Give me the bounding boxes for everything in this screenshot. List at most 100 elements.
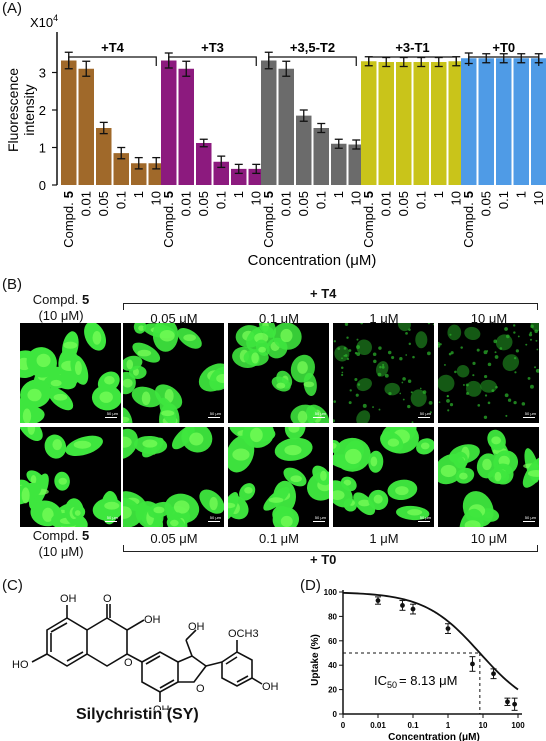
cell-highlight	[42, 507, 54, 522]
scale-bar-label: 50 μm	[106, 411, 118, 416]
data-point	[445, 626, 451, 631]
compd-label-bottom: Compd. 5 (10 μM)	[32, 528, 90, 559]
speckle	[483, 374, 488, 379]
cell-highlight	[395, 486, 409, 496]
cell-highlight	[258, 346, 267, 353]
cell-cluster	[397, 323, 411, 332]
speckle	[362, 403, 367, 408]
cell-highlight	[123, 416, 130, 423]
x-tick-label: 0.1	[113, 191, 128, 209]
speckle	[493, 339, 498, 344]
scale-bar-label: 50 μm	[209, 515, 221, 520]
speckle	[449, 403, 454, 407]
speckle	[447, 409, 450, 412]
x-tick-label: 0.05	[296, 191, 311, 216]
cell-highlight	[373, 494, 383, 504]
scale-bar	[208, 521, 220, 522]
scale-bar-label: 50 μm	[419, 411, 431, 416]
d-x-tick-label: 0	[341, 721, 346, 730]
x-tick-label: 0.05	[96, 191, 111, 216]
speckle	[494, 355, 499, 359]
d-y-tick-label: 80	[328, 612, 337, 621]
group-label: +3,5-T2	[290, 40, 335, 55]
compound-tick-label: Compd.5	[161, 191, 176, 248]
speckle	[356, 338, 359, 341]
speckle	[387, 350, 392, 355]
cell-highlight	[73, 440, 92, 449]
speckle	[515, 349, 519, 353]
cell-highlight	[21, 487, 30, 504]
row1-bracket	[123, 303, 538, 310]
bar	[78, 68, 94, 185]
speckle	[428, 400, 433, 405]
svg-text:O: O	[103, 593, 112, 605]
speckle	[346, 357, 350, 361]
cell-cluster	[356, 339, 372, 356]
cell-cluster-layer	[123, 323, 224, 423]
bar	[448, 61, 464, 185]
speckle	[373, 359, 377, 364]
d-x-axis-label: Concentration (μM)	[388, 732, 480, 741]
group-label: +T0	[492, 40, 515, 55]
data-point	[375, 598, 381, 603]
cell-highlight	[123, 436, 132, 448]
cell-highlight	[22, 408, 32, 423]
speckle	[446, 395, 450, 398]
speckle	[333, 340, 336, 343]
d-x-tick-label: 1	[446, 721, 451, 730]
scale-bar-label: 50 μm	[106, 515, 118, 520]
cell-cluster	[375, 361, 389, 377]
group-bracket	[168, 56, 257, 66]
speckle	[472, 361, 476, 365]
speckle	[360, 323, 364, 325]
cell-highlight	[36, 353, 51, 368]
speckle	[534, 366, 537, 369]
svg-text:O: O	[196, 683, 205, 695]
cell-highlight	[50, 379, 62, 387]
speckle	[401, 381, 404, 384]
cell-highlight	[123, 378, 133, 388]
speckle	[514, 371, 517, 374]
cell-highlight	[440, 464, 457, 478]
speckle	[378, 408, 381, 411]
x-tick-label: 0.01	[378, 191, 393, 216]
x-tick-label: 10	[248, 191, 263, 205]
cell-highlight	[169, 519, 179, 527]
cell-cluster-layer	[438, 323, 539, 419]
cell-highlight	[333, 442, 337, 449]
cell-highlight	[161, 410, 175, 417]
data-point	[410, 606, 416, 612]
d-y-tick-label: 40	[328, 661, 337, 670]
speckle	[354, 378, 358, 382]
svg-text:OH: OH	[144, 614, 161, 626]
bar	[431, 62, 447, 185]
cell-highlight	[250, 427, 263, 443]
cell-cluster	[530, 323, 539, 332]
bar	[361, 61, 377, 185]
micrograph-r2-c3: 50 μm	[228, 427, 329, 527]
speckle	[476, 348, 480, 352]
speckle	[411, 421, 414, 423]
compound-name: Silychristin (SY)	[76, 706, 199, 723]
panel-label-d: (D)	[300, 577, 321, 594]
d-y-tick-label: 0	[333, 710, 338, 719]
cell-highlight	[183, 334, 196, 342]
x-tick-label: 1	[513, 191, 528, 198]
group-bracket	[368, 56, 457, 66]
cell-highlight	[159, 330, 175, 342]
cell-cluster	[456, 365, 470, 378]
compd-label-top: Compd. 5 (10 μM)	[32, 292, 90, 323]
speckle	[381, 365, 385, 369]
cell-cluster	[410, 389, 427, 407]
scale-bar	[523, 417, 535, 418]
d-y-axis-label: Uptake (%)	[310, 634, 321, 686]
speckle	[412, 355, 415, 359]
x-tick-label: 0.01	[178, 191, 193, 216]
scale-bar	[523, 521, 535, 522]
speckle	[348, 401, 352, 405]
speckle	[483, 415, 488, 419]
x-tick-label: 1	[431, 191, 446, 198]
d-y-tick-label: 100	[324, 588, 338, 597]
micrograph-r2-c1: 50 μm	[20, 427, 121, 527]
group-label: +T4	[101, 40, 125, 55]
